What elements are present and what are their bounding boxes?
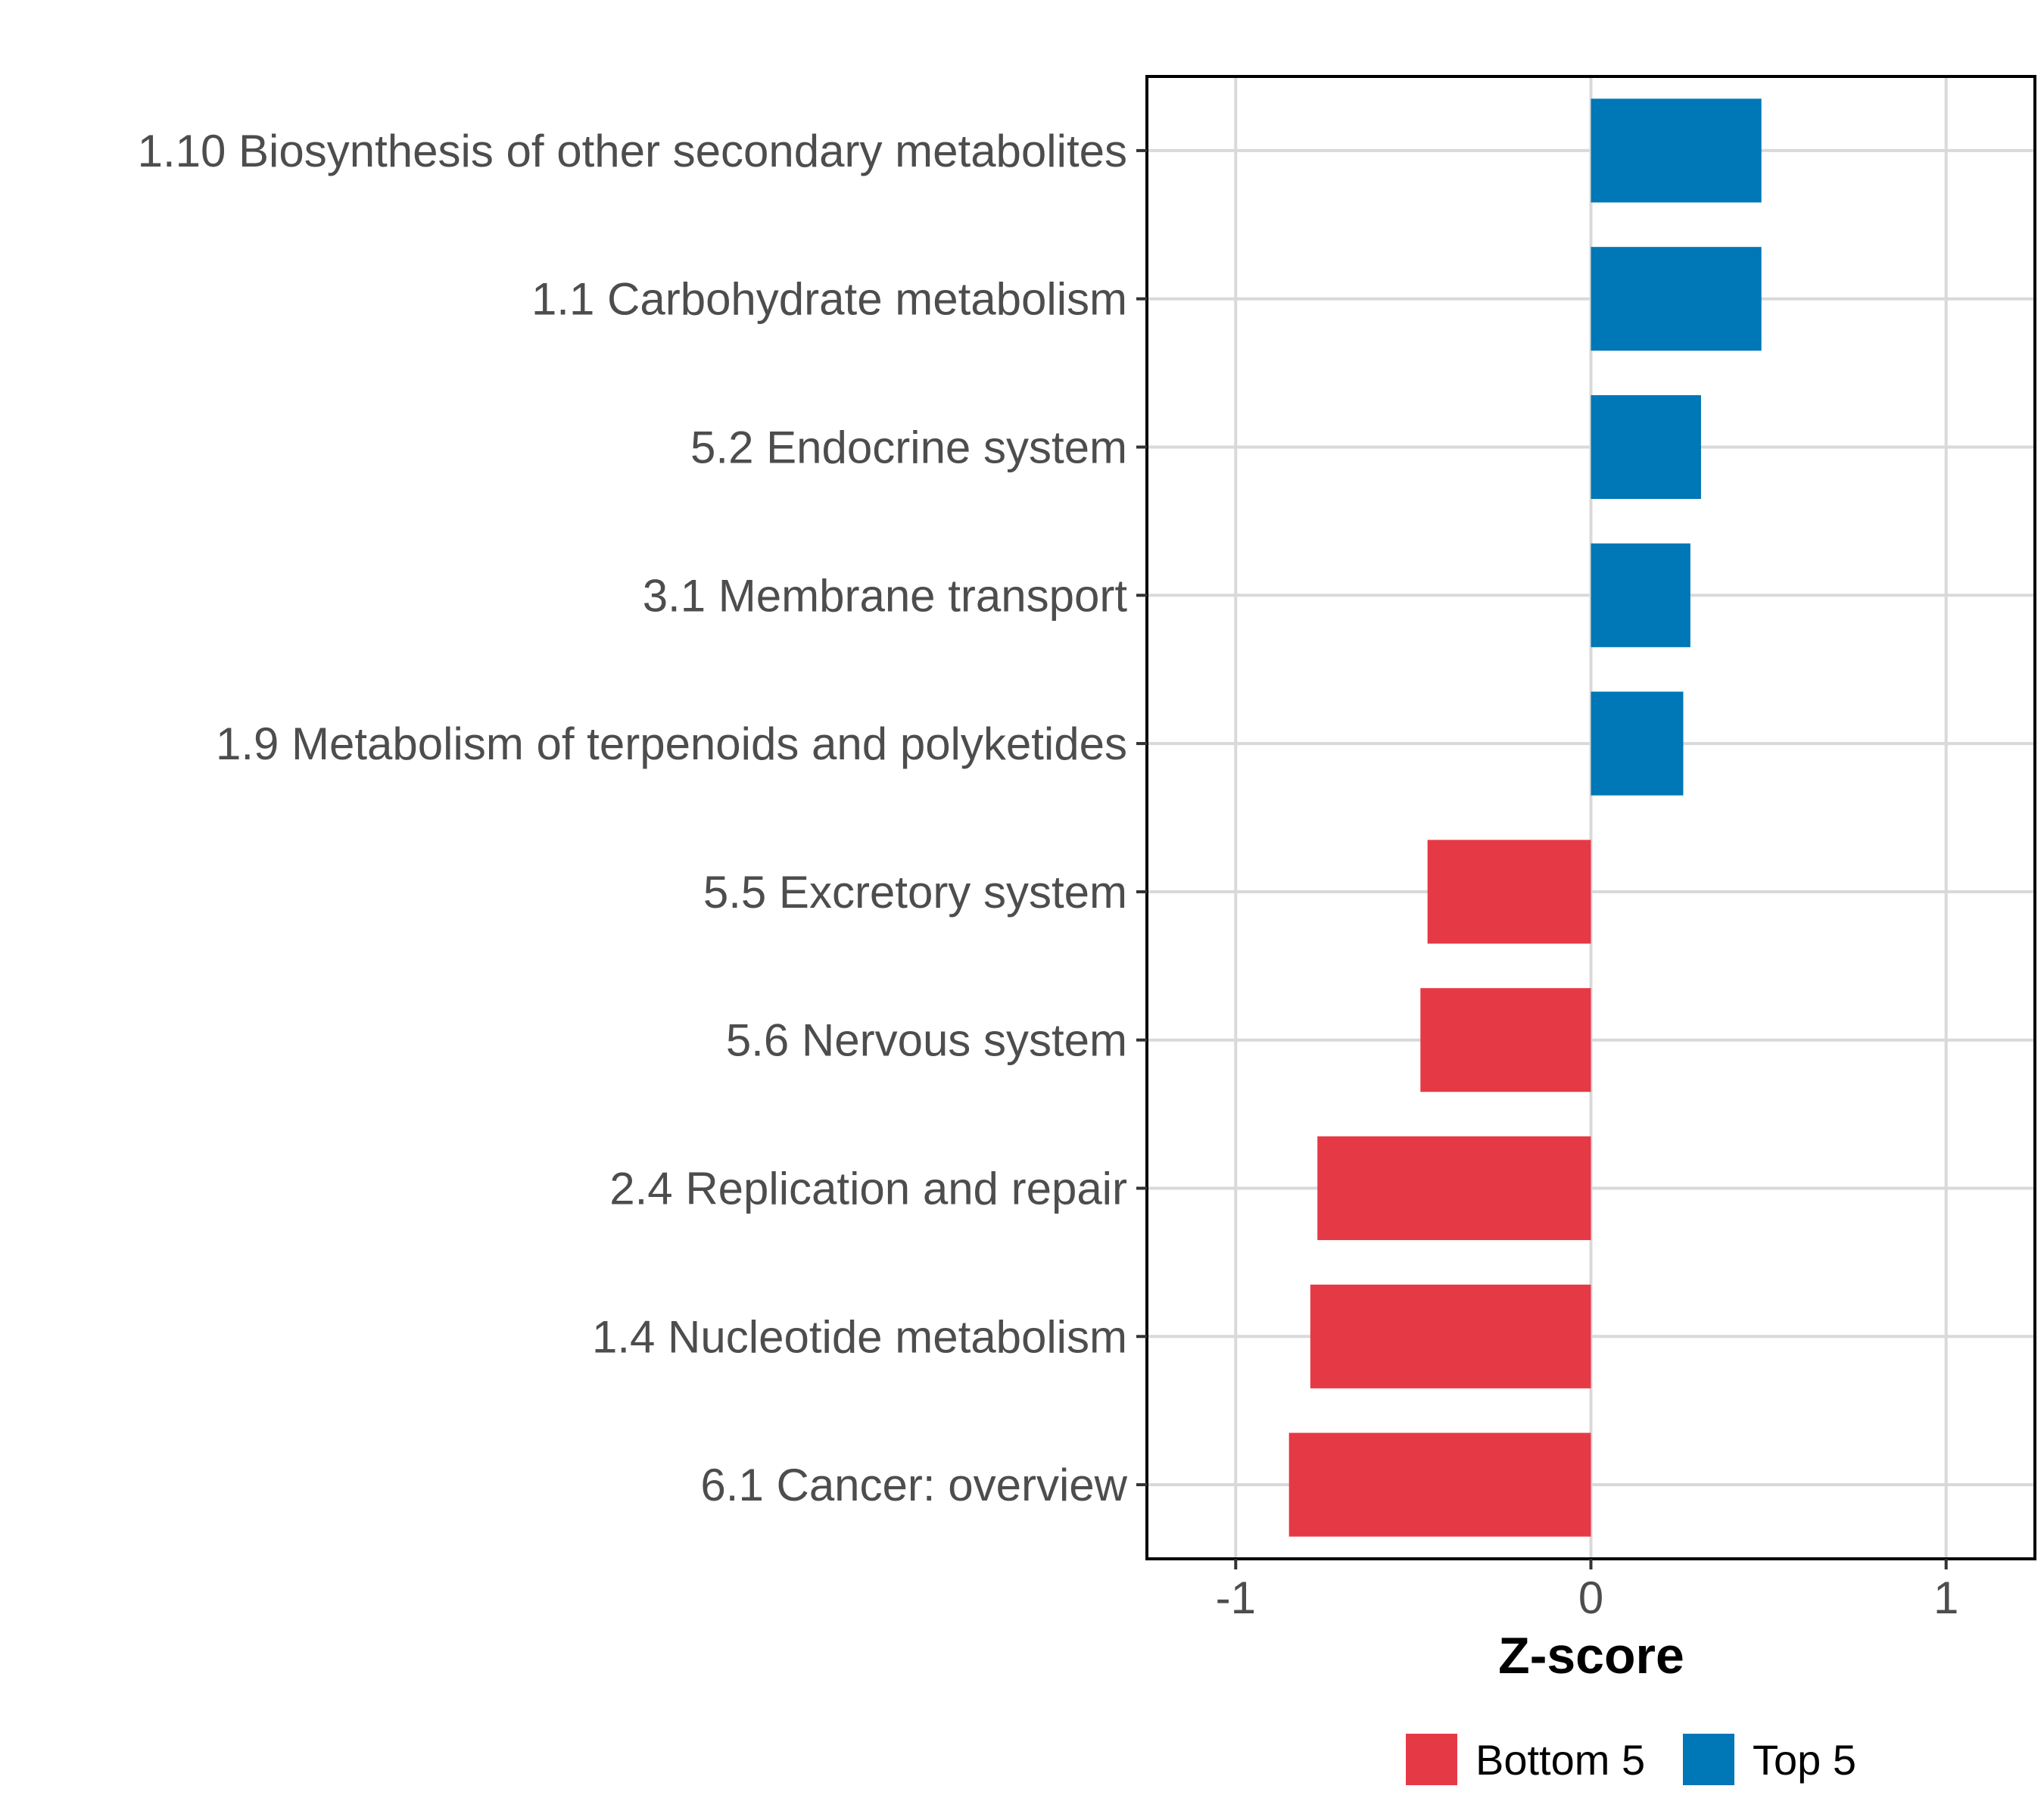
bar (1427, 840, 1591, 944)
category-label: 5.5 Excretory system (703, 867, 1127, 918)
x-axis: -1 0 1 (1216, 1559, 1958, 1623)
legend-swatch (1683, 1734, 1734, 1785)
bar (1310, 1284, 1591, 1388)
x-tick-label: 1 (1933, 1572, 1958, 1623)
legend-label: Top 5 (1753, 1736, 1856, 1784)
x-tick-label: 0 (1578, 1572, 1603, 1623)
bar (1288, 1432, 1591, 1537)
bar-layer (1288, 98, 1762, 1537)
y-axis: 1.10 Biosynthesis of other secondary met… (138, 126, 1147, 1510)
category-label: 2.4 Replication and repair (609, 1164, 1127, 1214)
legend-label: Bottom 5 (1475, 1736, 1645, 1784)
category-label: 5.2 Endocrine system (690, 422, 1127, 473)
bar (1591, 543, 1690, 647)
x-axis-title: Z-score (1498, 1627, 1684, 1685)
bar (1591, 247, 1762, 351)
bar (1591, 98, 1762, 203)
legend-swatch (1406, 1734, 1457, 1785)
bar (1317, 1136, 1591, 1241)
bar (1420, 988, 1591, 1092)
bar (1591, 394, 1701, 500)
bar (1591, 691, 1684, 796)
category-label: 6.1 Cancer: overview (700, 1460, 1127, 1510)
category-label: 1.1 Carbohydrate metabolism (531, 274, 1127, 325)
category-label: 5.6 Nervous system (726, 1015, 1127, 1066)
category-label: 1.9 Metabolism of terpenoids and polyket… (216, 718, 1127, 769)
category-label: 3.1 Membrane transport (643, 570, 1128, 621)
legend: Bottom 5 Top 5 (1406, 1734, 1856, 1785)
x-tick-label: -1 (1216, 1572, 1256, 1623)
category-label: 1.4 Nucleotide metabolism (592, 1311, 1127, 1362)
category-label: 1.10 Biosynthesis of other secondary met… (138, 126, 1127, 176)
